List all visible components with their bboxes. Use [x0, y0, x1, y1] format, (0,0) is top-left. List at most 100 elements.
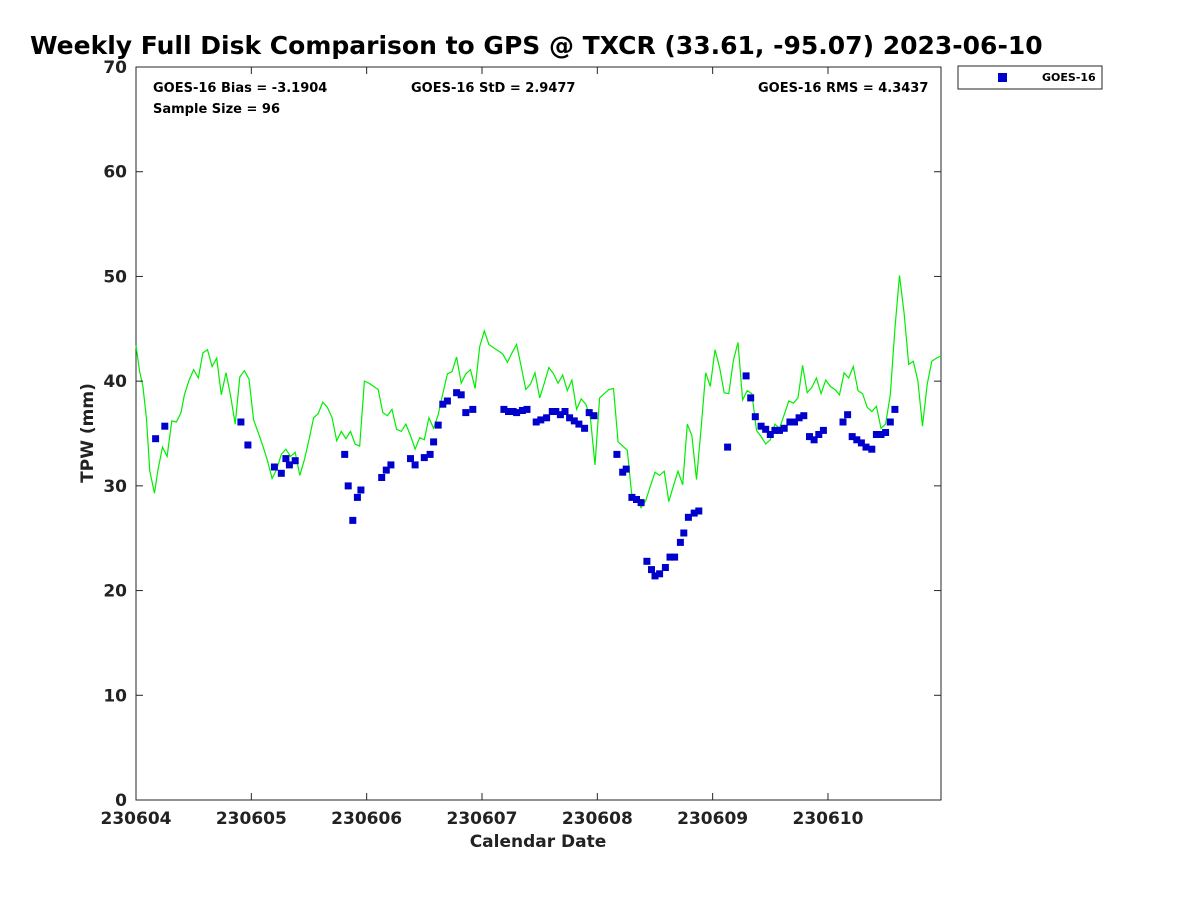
goes-16-point: [872, 431, 880, 438]
goes-16-point: [434, 421, 442, 429]
goes-16-point: [291, 457, 299, 465]
goes-16-point: [469, 405, 477, 413]
goes-16-point: [780, 424, 788, 432]
goes-16-point: [695, 507, 703, 515]
goes-16-point: [407, 455, 414, 463]
goes-16-point: [566, 414, 574, 422]
goes-16-point: [590, 412, 598, 420]
legend-entry-goes-16: GOES-16: [1042, 71, 1096, 84]
legend: GOES-16: [957, 65, 1103, 90]
gps-line: [135, 275, 942, 510]
goes-16-point: [795, 414, 803, 422]
goes-16-point: [344, 482, 352, 490]
goes-16-point: [378, 474, 386, 481]
goes-16-point: [513, 409, 521, 417]
goes-16-point: [844, 411, 852, 419]
goes-16-point: [543, 414, 551, 422]
goes-16-point: [443, 397, 451, 405]
y-tick-label: 10: [103, 686, 127, 706]
goes-16-point: [819, 426, 827, 434]
goes-16-point: [613, 450, 621, 458]
goes-16-point: [676, 538, 684, 546]
goes-16-point: [747, 394, 755, 402]
goes-16-point: [751, 413, 759, 421]
goes-16-point: [868, 445, 876, 453]
goes-16-point: [766, 431, 774, 438]
goes-16-point: [161, 422, 169, 430]
goes-16-point: [152, 435, 160, 443]
std-stat: GOES-16 StD = 2.9477: [411, 81, 575, 96]
bias-stat: GOES-16 Bias = -3.1904: [153, 81, 327, 96]
goes-16-point: [462, 409, 470, 417]
goes-16-point: [628, 493, 636, 501]
goes-16-point: [656, 570, 664, 578]
y-axis-label: TPW (mm): [78, 383, 98, 483]
goes-16-point: [581, 424, 589, 432]
legend-box: [957, 65, 1103, 90]
x-tick-label: 230604: [101, 809, 172, 829]
goes-16-point: [357, 486, 365, 494]
goes-16-point: [776, 426, 783, 434]
rms-stat: GOES-16 RMS = 4.3437: [758, 81, 928, 96]
goes-16-point: [848, 433, 856, 441]
goes-16-point: [622, 465, 630, 473]
gps-series: [135, 275, 942, 510]
goes-16-point: [457, 391, 465, 399]
goes-16-point: [690, 509, 698, 517]
goes-16-point: [633, 496, 640, 503]
goes-16-point: [648, 566, 655, 574]
goes-16-point: [430, 438, 438, 446]
goes-16-point: [853, 436, 861, 444]
goes-16-point: [420, 454, 428, 462]
goes-16-point: [815, 431, 823, 438]
stats-annotations: GOES-16 Bias = -3.1904 GOES-16 StD = 2.9…: [153, 81, 928, 117]
goes-16-point: [500, 405, 508, 413]
goes-16-point: [882, 429, 890, 436]
goes-16-point: [532, 418, 540, 426]
y-tick-label: 0: [115, 791, 127, 811]
goes-16-point: [651, 572, 659, 580]
goes-16-point: [810, 436, 818, 444]
y-tick-label: 20: [103, 582, 127, 602]
x-tick-label: 230605: [216, 809, 287, 829]
x-axis: 230604 230605 230606 230607 230608 230609 2306…: [101, 67, 864, 829]
goes-16-point: [757, 422, 765, 430]
goes-16-point: [771, 426, 779, 434]
y-tick-label: 50: [103, 267, 127, 287]
y-tick-label: 60: [103, 163, 127, 183]
goes-16-point: [426, 450, 434, 458]
goes-16-point: [791, 418, 798, 426]
goes-16-point: [387, 461, 395, 469]
goes-16-point: [886, 418, 894, 426]
goes-16-point: [742, 372, 750, 380]
goes-16-point: [643, 557, 651, 565]
goes-16-point: [237, 418, 245, 426]
goes-16-point: [282, 455, 290, 463]
goes-16-point: [341, 450, 349, 458]
goes-16-point: [570, 417, 578, 425]
goes-16-point: [637, 499, 645, 507]
goes-16-point: [661, 564, 669, 571]
goes-16-point: [505, 408, 512, 415]
goes-16-point: [349, 516, 357, 524]
goes-16-point: [411, 461, 419, 469]
x-axis-label: Calendar Date: [470, 832, 607, 852]
goes-16-point: [575, 420, 583, 428]
goes-16-point: [285, 461, 293, 469]
goes-16-point: [277, 469, 285, 477]
goes-16-point: [671, 553, 679, 561]
x-tick-label: 230608: [562, 809, 633, 829]
goes-16-point: [862, 443, 870, 451]
goes-16-series: [152, 372, 899, 580]
goes-16-point: [666, 553, 674, 561]
goes-16-point: [556, 411, 564, 419]
goes-16-point: [724, 443, 732, 451]
goes-16-point: [523, 405, 531, 413]
plot-area: [135, 66, 942, 801]
goes-16-point: [877, 431, 885, 438]
goes-16-point: [244, 441, 252, 449]
y-tick-label: 40: [103, 372, 127, 392]
goes-16-point: [585, 409, 593, 417]
x-tick-label: 230609: [677, 809, 748, 829]
sample-size-stat: Sample Size = 96: [153, 102, 280, 117]
